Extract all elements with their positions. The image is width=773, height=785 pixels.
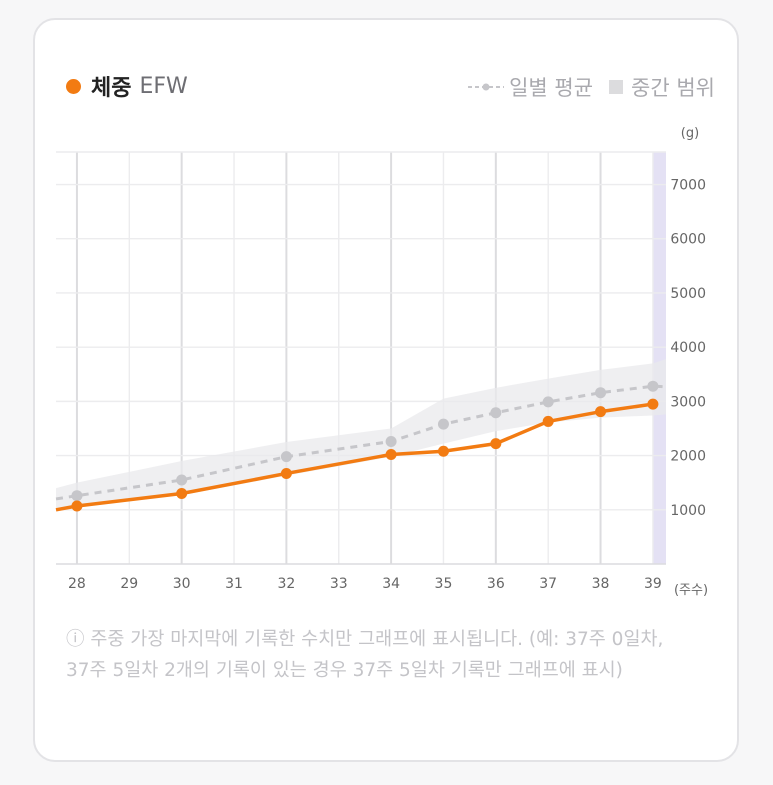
efw-weight-point [542,415,554,427]
y-tick-label: 6000 [670,232,706,248]
daily-average-point [647,380,659,392]
legend-median-range-label: 중간 범위 [631,76,715,100]
daily-average-point [280,451,292,463]
daily-average-point [176,474,188,486]
y-tick-label: 4000 [670,340,706,356]
legend-daily-avg-label: 일별 평균 [509,76,594,100]
daily-average-point [542,396,554,408]
x-tick-label: 37 [539,576,557,592]
efw-weight-line [55,402,654,512]
y-tick-label: 2000 [670,449,706,465]
efw-weight-point [647,398,659,410]
daily-average-point [437,418,449,430]
y-tick-label: 5000 [670,286,706,302]
efw-weight-point [385,448,397,460]
y-tick-label: 3000 [670,394,706,410]
legend-main: 체중 EFW [66,70,188,102]
x-tick-label: 32 [277,576,295,592]
efw-weight-point [176,488,188,500]
legend-subtitle: EFW [139,73,188,99]
daily-average-point [71,490,83,502]
x-tick-label: 38 [592,576,610,592]
daily-average-point [385,435,397,447]
x-tick-label: 33 [330,576,348,592]
daily-average-point [490,407,502,419]
y-tick-label: 1000 [670,503,706,519]
efw-weight-point [280,467,292,479]
x-tick-label: 29 [120,576,138,592]
median-range-band [56,359,666,510]
efw-weight-point [71,500,83,512]
x-tick-label: 31 [225,576,243,592]
info-note: ⓘ 주중 가장 마지막에 기록한 수치만 그래프에 표시됩니다. (예: 37주… [66,629,664,681]
current-week-highlight [652,152,666,564]
efw-weight-point [595,406,607,418]
x-tick-label: 36 [487,576,505,592]
legend-orange-dot-icon [66,78,81,94]
efw-weight-point [437,445,449,457]
x-tick-label: 28 [68,576,86,592]
x-tick-label: 39 [644,576,662,592]
y-tick-label: 7000 [670,178,706,194]
efw-weight-point [490,438,502,450]
x-tick-label: 30 [173,576,191,592]
x-tick-label: 35 [435,576,453,592]
daily-average-point [595,387,607,399]
x-tick-label: 34 [382,576,400,592]
y-axis-unit-label: (g) [681,126,699,141]
dashed-line-marker-icon [468,83,505,91]
legend-reference: 일별 평균 중간 범위 [467,72,715,102]
legend-title: 체중 [91,76,132,101]
gray-square-icon [609,80,624,94]
x-axis-unit-label: (주수) [674,583,708,598]
